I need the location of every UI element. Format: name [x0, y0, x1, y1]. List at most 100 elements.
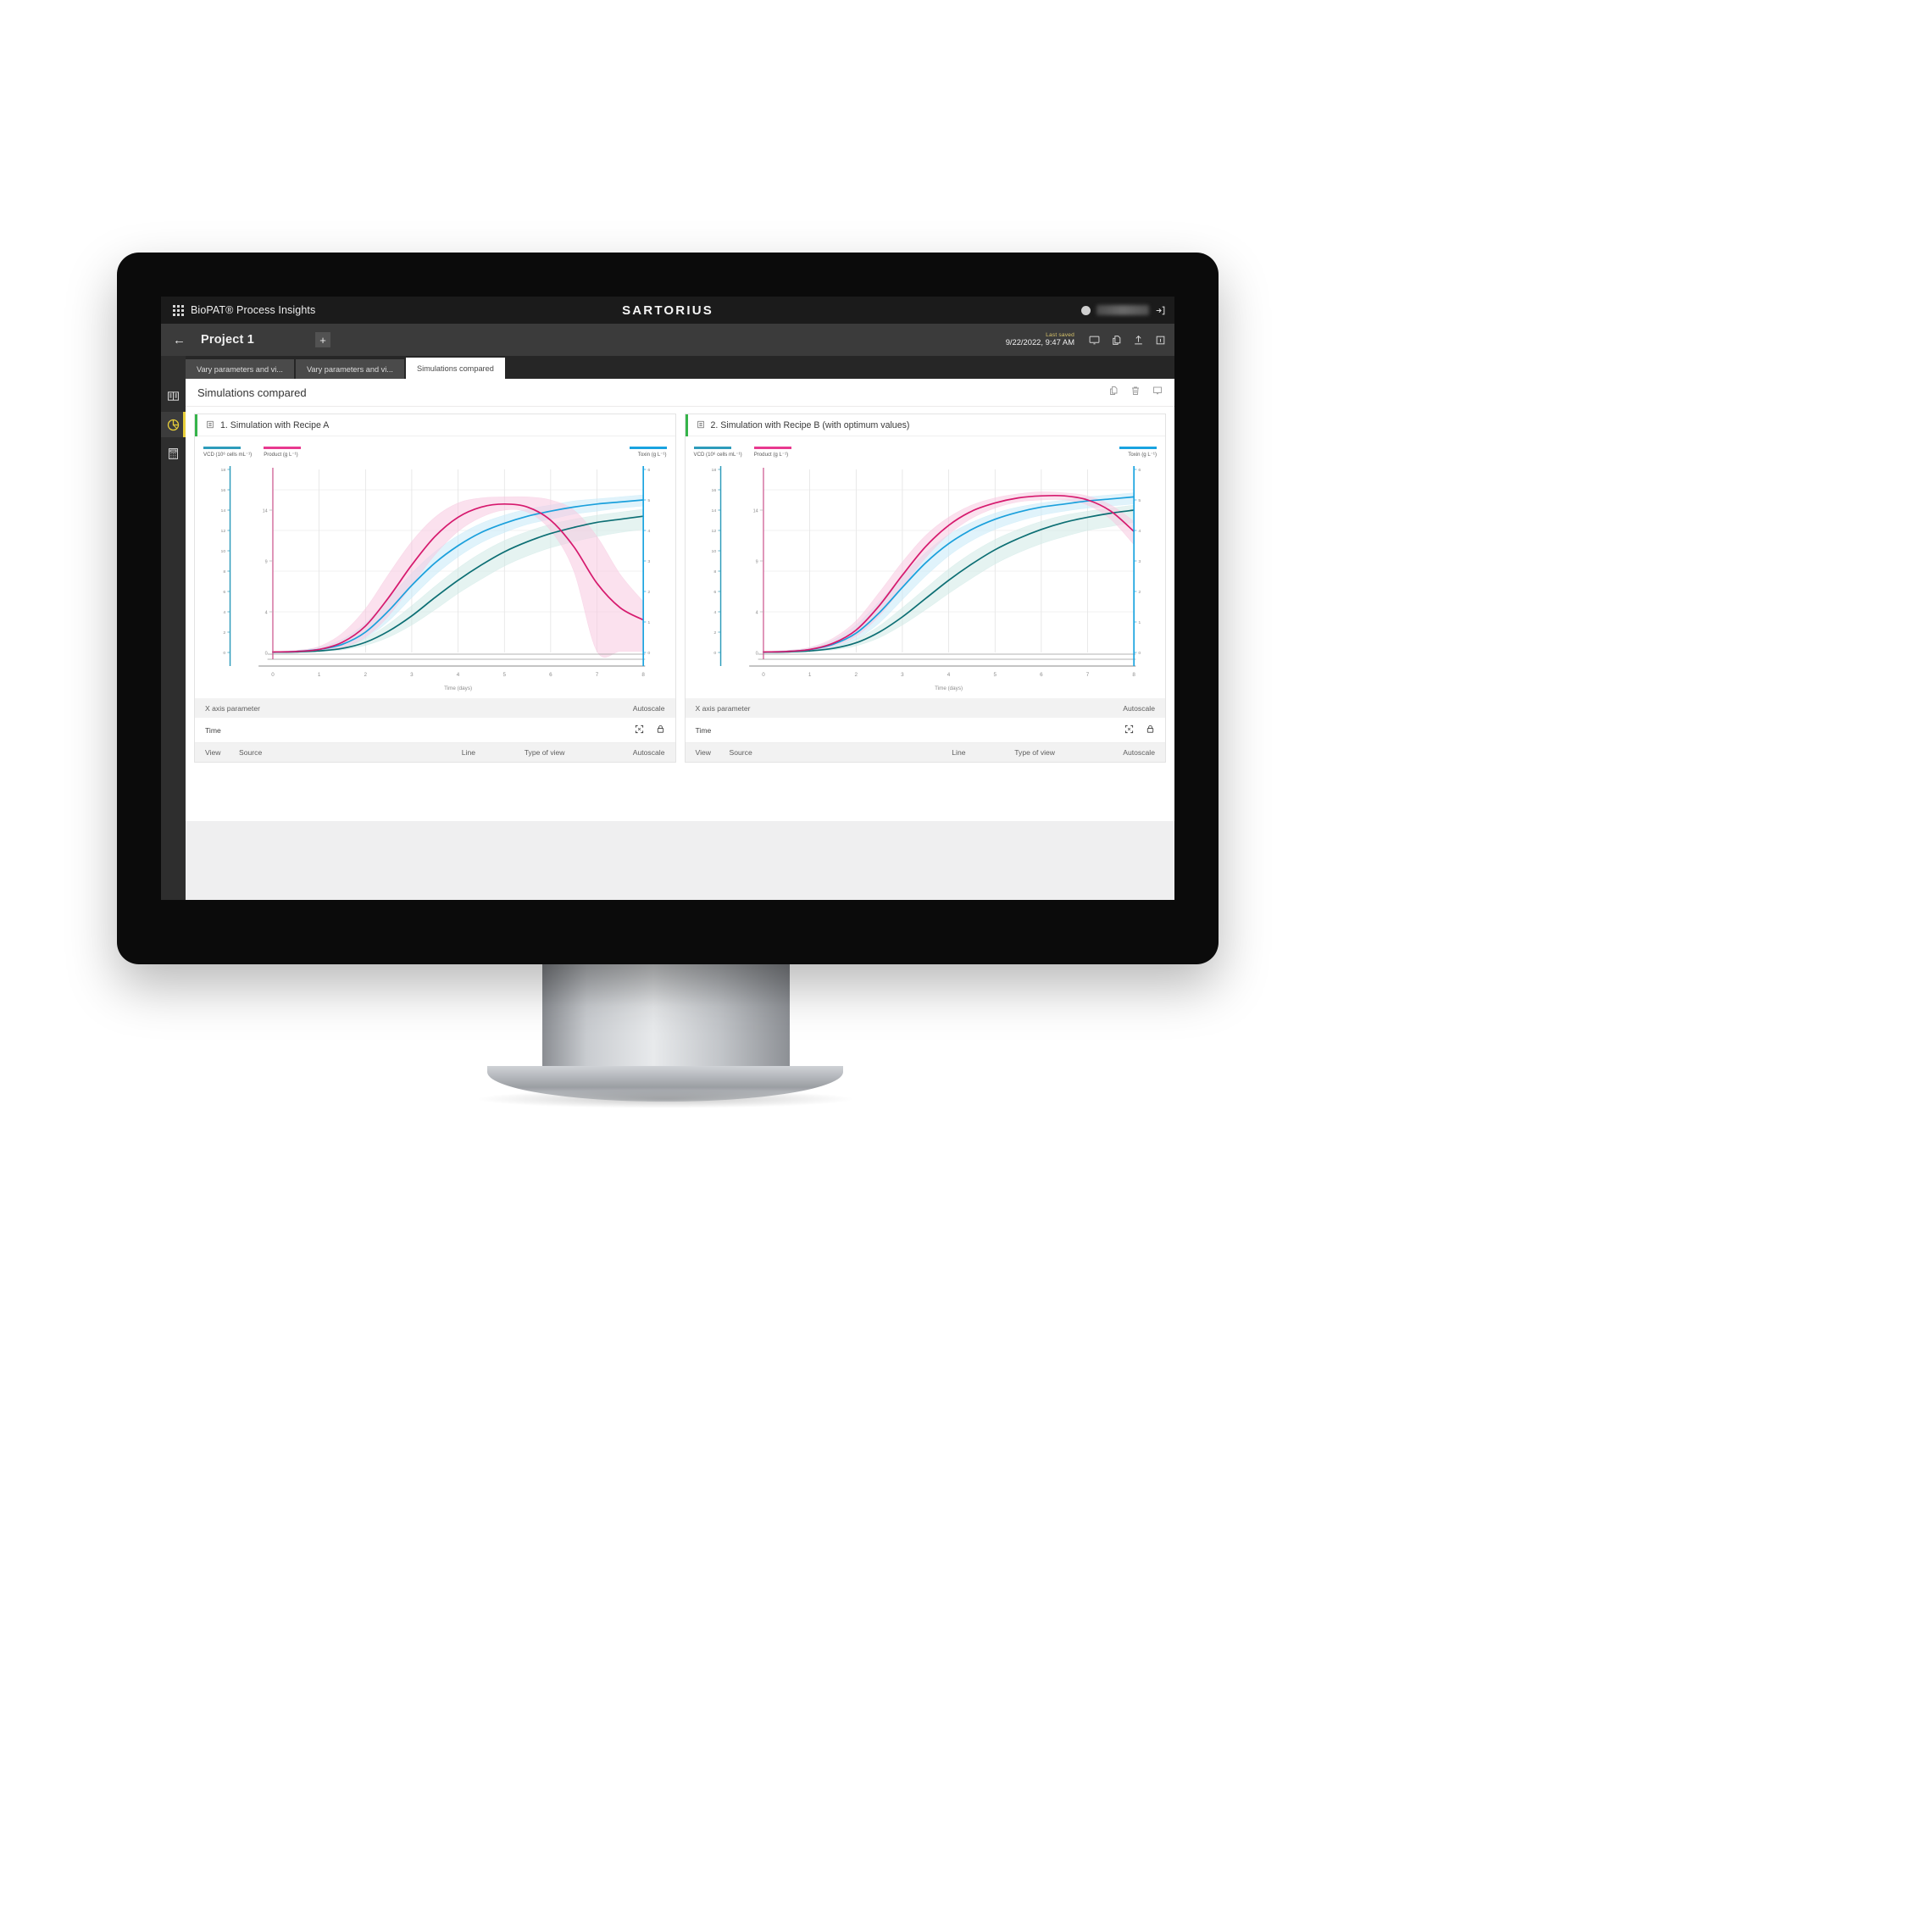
column-autoscale: Autoscale: [632, 748, 665, 757]
add-tab-button[interactable]: +: [315, 332, 331, 347]
legend-item-vcd[interactable]: VCD (10⁶ cells mL⁻¹): [693, 447, 742, 458]
legend-item-vcd[interactable]: VCD (10⁶ cells mL⁻¹): [203, 447, 252, 458]
simulation-panel-1: 1. Simulation with Recipe A VCD (10⁶ cel…: [194, 414, 676, 763]
rail-item-charts[interactable]: [161, 412, 186, 437]
svg-text:2: 2: [1138, 590, 1141, 595]
svg-text:9: 9: [755, 560, 758, 565]
monitor-inner-bezel: BioPAT® Process Insights SARTORIUS: [161, 297, 1174, 900]
panel-2-accent-bar: [685, 414, 688, 436]
svg-text:6: 6: [1040, 672, 1043, 678]
legend-item-product[interactable]: Product (g L⁻¹): [753, 447, 791, 458]
column-view: View: [205, 748, 221, 757]
comment-icon[interactable]: [1152, 385, 1163, 400]
svg-text:6: 6: [1138, 468, 1141, 473]
page-card: Simulations compared: [186, 379, 1174, 821]
page-header-actions: [1108, 385, 1163, 400]
svg-text:0: 0: [265, 652, 268, 657]
lock-icon[interactable]: [656, 724, 665, 736]
lock-icon[interactable]: [1146, 724, 1155, 736]
svg-text:8: 8: [641, 672, 645, 678]
svg-text:14: 14: [263, 509, 268, 514]
tab-simulations-compared[interactable]: Simulations compared: [405, 358, 505, 379]
legend-item-product[interactable]: Product (g L⁻¹): [264, 447, 302, 458]
svg-text:1: 1: [1138, 620, 1141, 625]
svg-text:7: 7: [596, 672, 599, 678]
svg-text:4: 4: [457, 672, 460, 678]
main-content: Simulations compared: [186, 379, 1174, 900]
upload-icon[interactable]: [1133, 335, 1144, 346]
svg-text:Time (days): Time (days): [444, 686, 472, 691]
svg-text:14: 14: [752, 509, 758, 514]
left-rail: [161, 379, 186, 900]
svg-text:10: 10: [220, 549, 225, 554]
sartorius-logo: SARTORIUS: [622, 303, 713, 318]
rail-item-calculator[interactable]: [161, 441, 186, 466]
legend-label-toxin: Toxin (g L⁻¹): [1128, 452, 1157, 458]
topbar-account-area: [1081, 297, 1166, 324]
panel-1-controls: X axis parameter Autoscale Time: [195, 698, 675, 762]
back-arrow-icon[interactable]: ←: [173, 332, 186, 347]
copy-icon[interactable]: [1111, 335, 1122, 346]
tab-vary-parameters-2[interactable]: Vary parameters and vi...: [295, 359, 404, 379]
info-icon[interactable]: [1155, 335, 1166, 346]
legend-label-toxin: Toxin (g L⁻¹): [637, 452, 667, 458]
column-type-of-view: Type of view: [524, 748, 565, 757]
x-axis-value: Time: [205, 725, 221, 735]
logout-icon[interactable]: [1155, 305, 1166, 316]
column-source: Source: [729, 748, 752, 757]
project-bar-actions: Last saved 9/22/2022, 9:47 AM: [1006, 324, 1166, 356]
monitor-base-shadow: [475, 1090, 856, 1108]
monitor-neck: [542, 959, 790, 1078]
panel-2-controls: X axis parameter Autoscale Time: [685, 698, 1165, 762]
svg-text:5: 5: [647, 498, 650, 503]
autoscale-icon[interactable]: [635, 724, 644, 736]
autoscale-icon[interactable]: [1124, 724, 1134, 736]
legend-label-vcd: VCD (10⁶ cells mL⁻¹): [203, 452, 253, 458]
copy-icon[interactable]: [1108, 385, 1119, 400]
svg-text:7: 7: [1085, 672, 1089, 678]
svg-text:0: 0: [762, 672, 765, 678]
svg-text:4: 4: [223, 610, 225, 615]
svg-text:6: 6: [223, 590, 225, 595]
monitor-bezel: BioPAT® Process Insights SARTORIUS: [117, 253, 1219, 964]
tab-vary-parameters-1[interactable]: Vary parameters and vi...: [186, 359, 294, 379]
column-line: Line: [952, 748, 966, 757]
page-header: Simulations compared: [186, 379, 1174, 407]
legend-swatch-vcd: [203, 447, 241, 449]
trash-icon[interactable]: [1130, 385, 1141, 400]
legend-swatch-product: [264, 447, 302, 449]
panel-1-xaxis-row[interactable]: Time: [195, 718, 675, 742]
app-topbar: BioPAT® Process Insights SARTORIUS: [161, 297, 1174, 324]
svg-text:0: 0: [713, 651, 716, 656]
book-icon: [168, 391, 179, 401]
panel-container: 1. Simulation with Recipe A VCD (10⁶ cel…: [186, 407, 1174, 763]
svg-text:4: 4: [647, 529, 650, 534]
svg-text:3: 3: [410, 672, 414, 678]
panel-2-title: 2. Simulation with Recipe B (with optimu…: [710, 419, 910, 430]
legend-item-toxin[interactable]: Toxin (g L⁻¹): [629, 447, 667, 458]
panel-2-header: 2. Simulation with Recipe B (with optimu…: [685, 414, 1165, 436]
legend-item-toxin[interactable]: Toxin (g L⁻¹): [1119, 447, 1157, 458]
svg-text:14: 14: [220, 508, 225, 514]
svg-text:4: 4: [265, 611, 268, 616]
rail-item-book[interactable]: [161, 383, 186, 408]
panel-2-chart: 4 9 14 0 0 2 4 6 8 10 12 14 16 18 0 1 2 3 4 5 6 0 1 2 3 4 5 6 7 8 Time…: [686, 459, 1166, 698]
monitor-icon[interactable]: [1089, 335, 1100, 346]
svg-text:12: 12: [711, 529, 716, 534]
autoscale-header: Autoscale: [1123, 703, 1155, 713]
user-name-redacted: [1096, 305, 1149, 315]
panel-2-row-icons: [1124, 724, 1155, 736]
svg-text:8: 8: [1132, 672, 1135, 678]
calculator-icon: [169, 447, 178, 459]
panel-2-xaxis-header: X axis parameter Autoscale: [685, 698, 1165, 718]
user-account-icon[interactable]: [1081, 305, 1091, 315]
apps-grid-icon[interactable]: [173, 304, 184, 316]
legend-label-vcd: VCD (10⁶ cells mL⁻¹): [693, 452, 742, 458]
last-saved-label: Last saved: [1046, 331, 1074, 338]
svg-text:0: 0: [647, 651, 650, 656]
panel-2-xaxis-row[interactable]: Time: [685, 718, 1165, 742]
panel-2-columns: View Source Line Type of view Autoscale: [685, 742, 1165, 762]
x-axis-parameter-label: X axis parameter: [695, 703, 751, 713]
